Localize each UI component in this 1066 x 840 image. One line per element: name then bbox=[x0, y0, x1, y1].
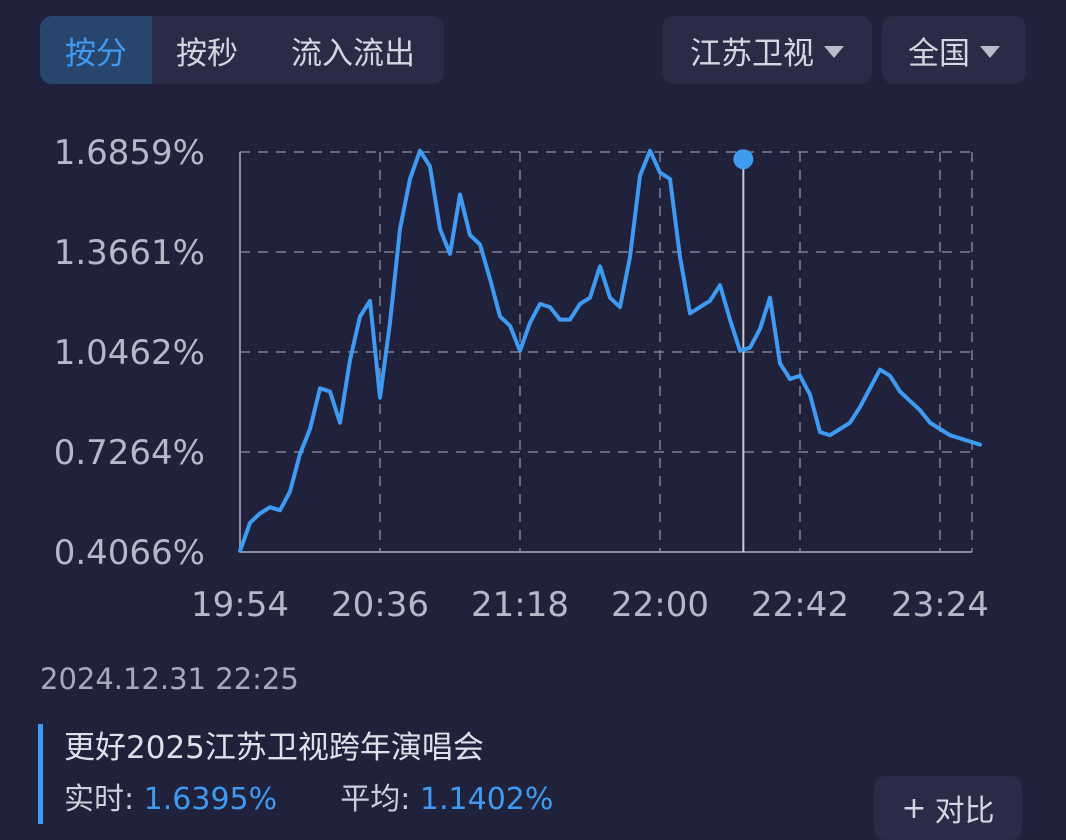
x-tick-label: 22:42 bbox=[751, 585, 849, 625]
x-tick-label: 21:18 bbox=[471, 585, 569, 625]
realtime-value: 1.6395% bbox=[143, 782, 278, 817]
plus-icon: + bbox=[901, 790, 927, 826]
tab-by-second[interactable]: 按秒 bbox=[176, 35, 238, 72]
y-tick-label: 1.6859% bbox=[54, 133, 205, 173]
caret-down-icon bbox=[980, 45, 1000, 58]
region-dropdown[interactable]: 全国 bbox=[882, 16, 1026, 84]
region-dropdown-label: 全国 bbox=[908, 35, 970, 72]
x-tick-label: 19:54 bbox=[191, 585, 289, 625]
x-tick-label: 23:24 bbox=[891, 585, 989, 625]
channel-dropdown-label: 江苏卫视 bbox=[690, 35, 814, 72]
x-tick-label: 20:36 bbox=[331, 585, 429, 625]
channel-dropdown[interactable]: 江苏卫视 bbox=[662, 16, 872, 84]
tab-by-minute[interactable]: 按分 bbox=[40, 16, 152, 84]
realtime-label: 实时: bbox=[64, 782, 135, 817]
series-line bbox=[238, 148, 982, 553]
average-label: 平均: bbox=[340, 782, 411, 817]
ratings-line-chart[interactable]: 1.6859% 1.3661% 1.0462% 0.7264% 0.4066% 19:54… bbox=[0, 0, 1066, 640]
average-value: 1.1402% bbox=[419, 782, 554, 817]
program-accent-bar bbox=[38, 724, 43, 824]
compare-button-label: 对比 bbox=[934, 794, 995, 829]
highlight-point bbox=[733, 149, 754, 170]
x-tick-label: 22:00 bbox=[611, 585, 709, 625]
y-tick-label: 0.4066% bbox=[54, 533, 205, 573]
tab-inflow-outflow[interactable]: 流入流出 bbox=[291, 35, 415, 72]
cursor-timestamp: 2024.12.31 22:25 bbox=[40, 662, 299, 696]
program-title: 更好2025江苏卫视跨年演唱会 bbox=[64, 730, 484, 766]
y-tick-label: 0.7264% bbox=[54, 433, 205, 473]
caret-down-icon bbox=[824, 45, 844, 58]
view-mode-segmented-control: 按分 按秒 流入流出 bbox=[40, 16, 444, 84]
program-stats: 实时: 1.6395% 平均: 1.1402% bbox=[64, 774, 553, 818]
y-tick-label: 1.3661% bbox=[54, 233, 205, 273]
y-tick-label: 1.0462% bbox=[54, 333, 205, 373]
compare-button[interactable]: + 对比 bbox=[874, 776, 1022, 840]
